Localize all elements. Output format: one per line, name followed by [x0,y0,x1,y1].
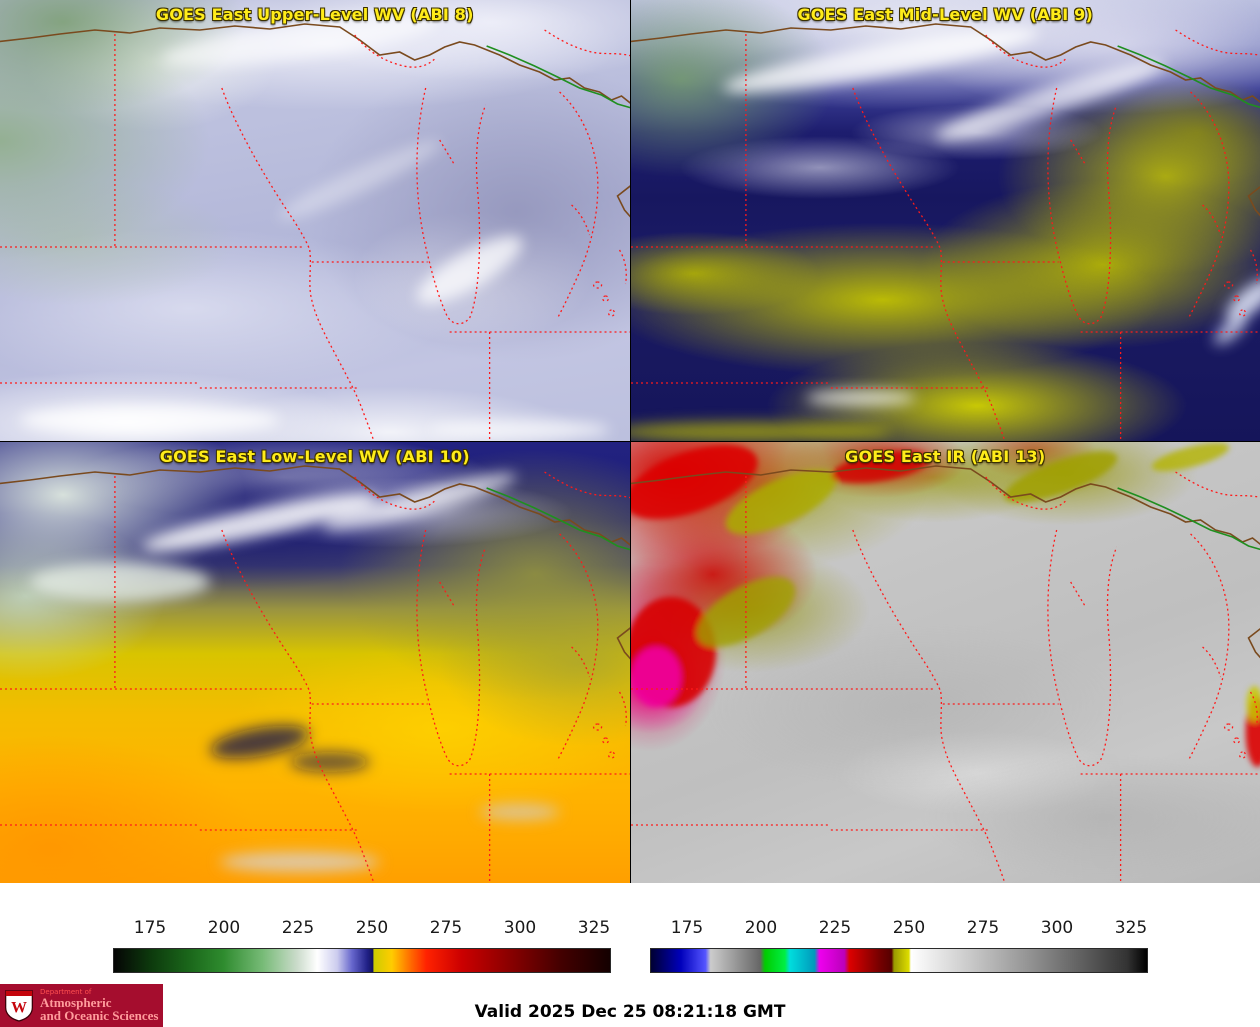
abi10-map-overlay [0,465,630,883]
colorbar-tick-label: 250 [892,918,926,938]
panel-upper-level-wv-abi8: GOES East Upper-Level WV (ABI 8) [0,0,630,441]
uw-aos-logo: W Department of Atmospheric and Oceanic … [0,984,163,1027]
abi8-map-overlay [0,13,630,441]
panel-title: GOES East IR (ABI 13) [845,447,1046,466]
uw-crest-icon: W [5,989,33,1022]
colorbar-tick-label: 250 [355,918,389,938]
crest-letter: W [11,999,27,1016]
colorbar-tick-label: 275 [966,918,1000,938]
colorbar-tick-label: 225 [281,918,315,938]
panel-title: GOES East Low-Level WV (ABI 10) [159,447,470,466]
colorbar-tick-label: 275 [429,918,463,938]
colorbar-tick-label: 200 [744,918,778,938]
colorbar-tick-label: 300 [503,918,537,938]
colorbar-tick-label: 225 [818,918,852,938]
abi13-map-overlay [630,442,1260,883]
colorbar-tick-label: 300 [1040,918,1074,938]
panel-low-level-wv-abi10: GOES East Low-Level WV (ABI 10) [0,442,630,883]
satellite-panel-grid: GOES East Upper-Level WV (ABI 8) GOES Ea… [0,0,1260,883]
logo-dept-line: Department of [40,987,92,996]
abi9-satellite-image [630,0,1260,441]
panel-mid-level-wv-abi9: GOES East Mid-Level WV (ABI 9) [630,0,1260,441]
wv-colorbar-ticks: 175 200 225 250 275 300 325 [113,918,611,942]
colorbar-tick-label: 175 [133,918,167,938]
logo-line-2: and Oceanic Sciences [40,1008,159,1024]
logo-text: Department of Atmospheric and Oceanic Sc… [40,987,159,1024]
abi8-satellite-image [0,0,630,441]
colorbar-tick-label: 325 [1114,918,1148,938]
ir-colorbar-ticks: 175 200 225 250 275 300 325 [650,918,1148,942]
ir-colorbar [650,948,1148,973]
abi9-map-overlay [630,23,1260,441]
colorbar-tick-label: 175 [670,918,704,938]
panel-title: GOES East Mid-Level WV (ABI 9) [797,5,1094,24]
colorbar-tick-label: 200 [207,918,241,938]
panel-title: GOES East Upper-Level WV (ABI 8) [155,5,474,24]
colorbar-tick-label: 325 [577,918,611,938]
panel-ir-abi13: GOES East IR (ABI 13) [630,442,1260,883]
wv-colorbar [113,948,611,973]
valid-time-label: Valid 2025 Dec 25 08:21:18 GMT [474,1002,786,1022]
logo-line-1: Atmospheric [40,994,112,1010]
